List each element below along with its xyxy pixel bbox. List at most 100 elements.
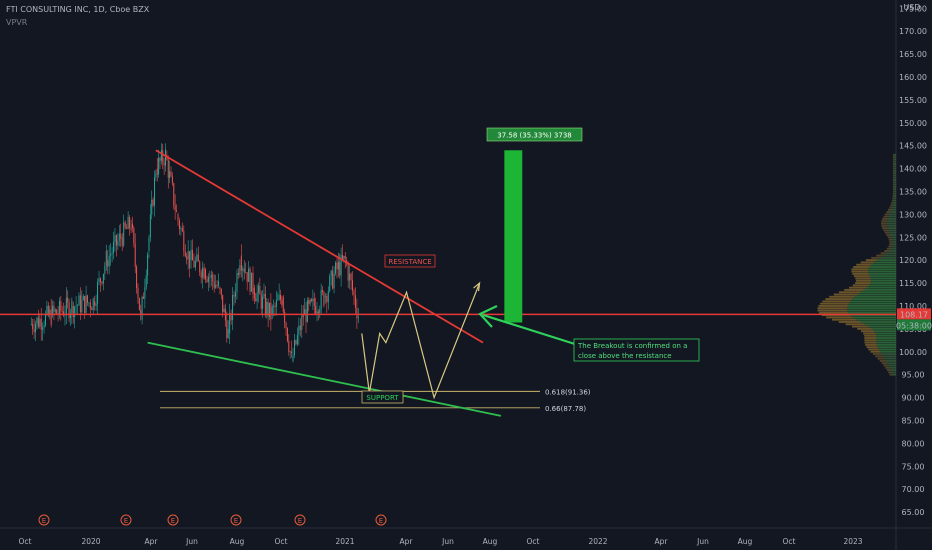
vp-bar-up [876,339,896,342]
candle [312,289,314,311]
candle [245,262,247,274]
vp-bar-down [888,371,892,374]
vp-bar-down [864,341,877,344]
candle [151,190,153,220]
candle [123,214,125,248]
x-tick-label: 2020 [81,537,100,546]
vp-bar-up [894,163,896,165]
candle [81,290,83,315]
y-tick-label: 90.00 [902,394,925,403]
candle [324,293,326,304]
candle [353,288,355,305]
candle [295,339,297,346]
candle [95,294,97,311]
vp-bar-down [892,181,895,184]
vp-bar-down [883,229,889,232]
vp-bar-up [885,359,896,362]
candle [205,267,207,284]
candle [246,272,248,291]
candle [98,270,100,286]
vp-bar-down [892,185,895,188]
target-label-box [486,127,583,142]
candle [192,239,194,261]
candle [196,247,198,263]
vp-bar-down [881,220,887,223]
candle [107,249,109,275]
vp-bar-down [893,165,895,168]
vp-bar-down [845,323,865,326]
trendlines [147,149,502,417]
candle [92,297,94,315]
candle [171,172,173,187]
candle [243,260,245,280]
vp-bar-up [887,362,896,365]
candle [75,296,77,314]
candle [252,266,254,301]
vp-bar-down [886,211,891,214]
vp-bar-down [870,350,881,353]
candle [275,290,277,316]
vp-bar-up [875,332,896,335]
support-label: SUPPORT [366,394,399,402]
x-axis: Oct 2020 Apr Jun Aug Oct 2021 Apr Jun Aug Oct 2022 A… [19,537,863,546]
breakout-arrowhead [478,305,498,328]
vp-bar-up [868,270,896,273]
vp-bar-up [894,172,896,175]
candle [343,255,345,264]
candle [197,246,199,262]
y-tick-label: 135.00 [899,188,927,197]
vp-bar-down [893,163,895,165]
candle [117,233,119,251]
vp-bar-down [892,197,894,200]
candle [153,170,155,217]
candle [131,216,133,233]
vp-bar-down [872,353,882,355]
candle [126,223,128,230]
y-tick-label: 175.00 [899,4,927,13]
candle [344,252,346,269]
vp-bar-down [889,240,892,243]
vp-bar-down [851,270,869,273]
candle [134,233,136,274]
candle [167,155,169,189]
vp-bar-up [889,231,896,234]
candle [152,197,154,208]
y-tick-label: 125.00 [899,233,927,242]
vp-bar-down [857,327,872,330]
candle [256,284,258,310]
vp-bar-up [893,195,896,197]
vp-bar-down [892,195,894,197]
vp-bar-up [876,341,896,344]
vp-bar-up [854,295,896,298]
candle [311,297,313,303]
countdown-tag [897,319,931,331]
vp-bar-up [869,284,896,287]
x-tick-label: Jun [185,537,198,546]
candle [308,297,310,312]
earnings-letter: E [124,517,128,525]
candle [218,273,220,289]
vp-bar-down [855,282,871,284]
candle [285,321,287,336]
candle [142,292,144,299]
candle [336,258,338,279]
vp-bar-down [877,357,885,360]
candle [210,270,212,287]
candle [200,269,202,284]
vp-bar-down [875,355,884,358]
candle [35,320,37,342]
candle [180,225,182,236]
vp-bar-up [871,327,896,330]
currency-label: USD [903,3,920,12]
candle [326,293,328,313]
candle [32,318,34,335]
candle [277,292,279,301]
candle [110,243,112,266]
candle [242,265,244,282]
vp-bar-up [893,201,896,204]
vp-bar-up [863,288,896,291]
candle [138,297,140,311]
candle [223,305,225,313]
